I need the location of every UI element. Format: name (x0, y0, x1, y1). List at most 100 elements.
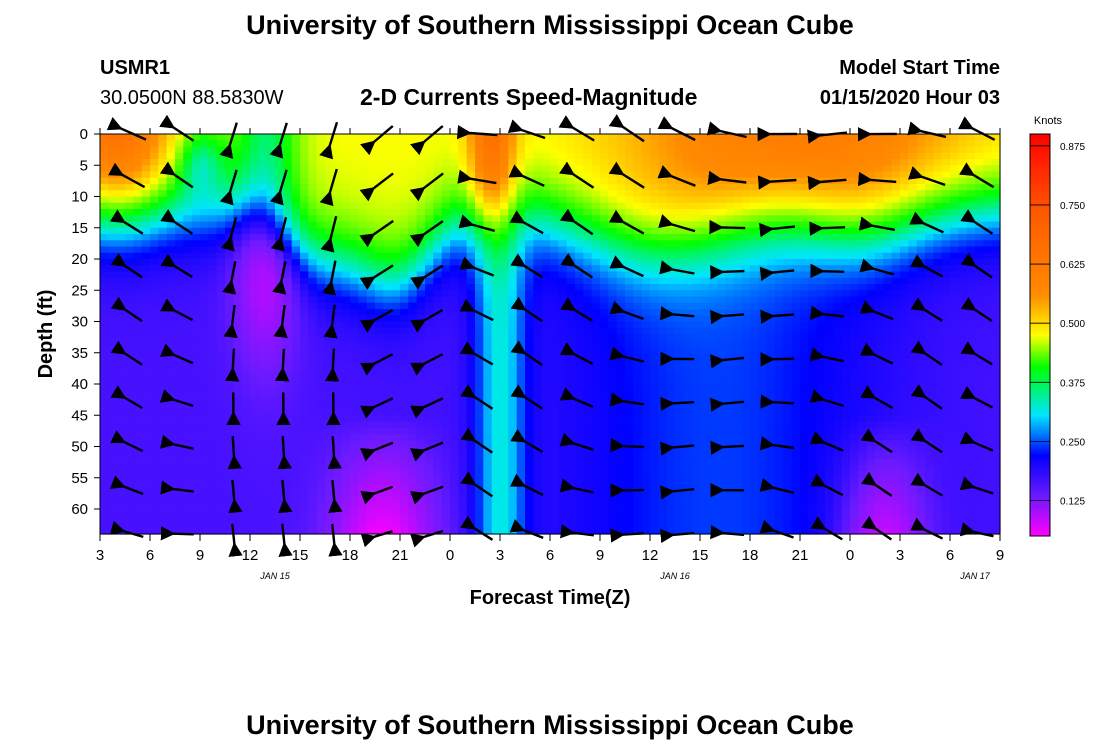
heatmap-cell (425, 346, 434, 354)
heatmap-cell (725, 271, 734, 279)
heatmap-cell (658, 484, 668, 491)
heatmap-cell (391, 459, 401, 466)
heatmap-cell (425, 377, 434, 385)
heatmap-cell (100, 134, 109, 141)
heatmap-cell (208, 134, 218, 141)
heatmap-cell (725, 377, 734, 385)
heatmap-cell (641, 215, 651, 223)
heatmap-cell (741, 390, 751, 398)
heatmap-cell (375, 440, 384, 448)
heatmap-cell (425, 321, 434, 329)
heatmap-cell (658, 327, 668, 335)
heatmap-cell (350, 171, 359, 179)
heatmap-cell (291, 140, 301, 148)
heatmap-cell (541, 259, 551, 266)
heatmap-cell (425, 421, 434, 429)
heatmap-cell (675, 327, 684, 335)
heatmap-cell (616, 134, 626, 141)
heatmap-cell (666, 515, 676, 523)
heatmap-cell (158, 271, 168, 279)
heatmap-cell (700, 465, 709, 473)
heatmap-cell (266, 252, 276, 260)
heatmap-cell (100, 271, 109, 279)
heatmap-cell (158, 246, 168, 254)
heatmap-cell (283, 209, 293, 216)
heatmap-cell (358, 352, 368, 360)
heatmap-cell (491, 259, 501, 266)
heatmap-cell (608, 421, 618, 429)
heatmap-cell (516, 377, 526, 385)
heatmap-cell (216, 459, 226, 466)
heatmap-cell (141, 296, 151, 304)
heatmap-cell (500, 496, 509, 504)
heatmap-cell (275, 227, 284, 235)
heatmap-cell (708, 171, 718, 179)
heatmap-cell (625, 209, 634, 216)
heatmap-cell (566, 359, 576, 366)
heatmap-cell (625, 321, 634, 329)
heatmap-cell (583, 409, 593, 416)
heatmap-cell (341, 190, 351, 198)
heatmap-cell (700, 134, 709, 141)
heatmap-cell (625, 171, 634, 179)
heatmap-cell (400, 427, 409, 435)
heatmap-cell (266, 134, 276, 141)
heatmap-cell (575, 496, 584, 504)
heatmap-cell (158, 396, 168, 404)
heatmap-cell (250, 302, 259, 310)
heatmap-cell (350, 284, 359, 291)
heatmap-cell (633, 340, 643, 348)
heatmap-cell (500, 384, 509, 391)
heatmap-cell (533, 484, 543, 491)
heatmap-cell (216, 252, 226, 260)
heatmap-cell (358, 434, 368, 441)
heatmap-cell (408, 340, 418, 348)
heatmap-cell (216, 209, 226, 216)
heatmap-cell (633, 484, 643, 491)
heatmap-cell (708, 371, 718, 379)
heatmap-cell (491, 152, 501, 160)
heatmap-cell (400, 459, 409, 466)
heatmap-cell (166, 346, 176, 354)
heatmap-cell (241, 352, 251, 360)
heatmap-cell (525, 490, 534, 498)
heatmap-cell (716, 165, 726, 173)
heatmap-cell (441, 290, 451, 298)
heatmap-cell (350, 340, 359, 348)
heatmap-cell (741, 146, 751, 154)
heatmap-cell (450, 346, 459, 354)
heatmap-cell (308, 302, 318, 310)
heatmap-cell (683, 171, 693, 179)
heatmap-cell (283, 334, 293, 341)
heatmap-cell (516, 252, 526, 260)
heatmap-cell (683, 440, 693, 448)
heatmap-cell (533, 334, 543, 341)
heatmap-cell (491, 196, 501, 204)
heatmap-cell (200, 259, 209, 266)
heatmap-cell (466, 409, 476, 416)
heatmap-cell (483, 309, 493, 316)
heatmap-cell (366, 315, 376, 323)
heatmap-cell (308, 384, 318, 391)
heatmap-cell (725, 390, 734, 398)
heatmap-cell (441, 215, 451, 223)
heatmap-cell (208, 509, 218, 516)
heatmap-cell (708, 290, 718, 298)
heatmap-cell (741, 271, 751, 279)
heatmap-cell (408, 234, 418, 241)
heatmap-cell (691, 440, 701, 448)
heatmap-cell (383, 359, 393, 366)
heatmap-cell (183, 402, 193, 410)
heatmap-cell (633, 246, 643, 254)
heatmap-cell (350, 327, 359, 335)
heatmap-cell (633, 265, 643, 273)
heatmap-cell (341, 434, 351, 441)
heatmap-cell (300, 471, 309, 479)
heatmap-cell (550, 421, 559, 429)
heatmap-cell (125, 284, 134, 291)
heatmap-cell (175, 434, 184, 441)
heatmap-cell (708, 215, 718, 223)
heatmap-cell (741, 484, 751, 491)
heatmap-cell (400, 190, 409, 198)
heatmap-cell (500, 159, 509, 166)
